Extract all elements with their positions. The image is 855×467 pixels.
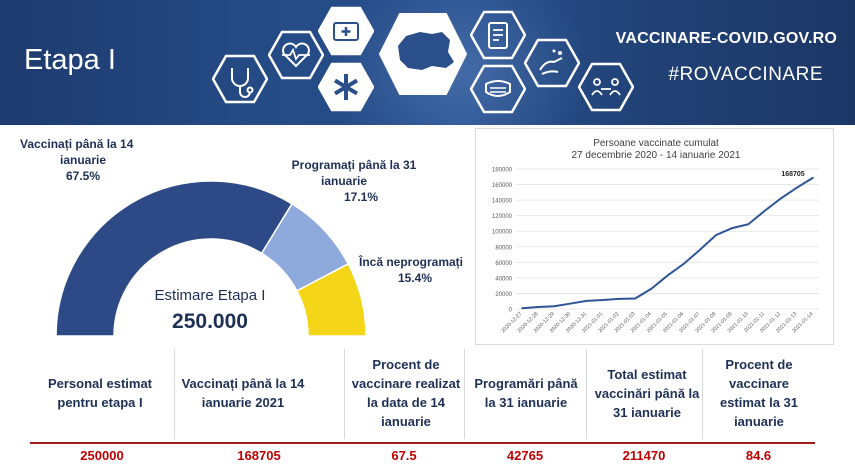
table-header-cell: Procent de vaccinare estimat la 31 ianua… [719, 357, 799, 429]
data-point [779, 197, 782, 200]
table-header-cell: Personal estimat pentru etapa I [47, 376, 153, 410]
table-header-cell: Vaccinați până la 14 ianuarie 2021 [181, 376, 305, 410]
face-mask-icon [470, 64, 526, 114]
data-point [634, 297, 636, 300]
y-tick-label: 100000 [492, 230, 513, 236]
y-tick-label: 120000 [492, 214, 513, 220]
table-header-cell: Total estimat vaccinări până la 31 ianua… [594, 366, 700, 420]
data-point [569, 302, 572, 305]
vaccinated-label-line2: ianuarie [60, 153, 107, 167]
gauge-slice-unscheduled [295, 262, 367, 337]
data-point [650, 287, 653, 290]
vaccinated-label-line1: Vaccinați până la 14 [20, 137, 134, 151]
gauge-label-vaccinated: Vaccinați până la 14 ianuarie 67.5% [20, 136, 160, 184]
table-value-cell: 67.5 [391, 447, 417, 463]
social-distance-icon [578, 62, 634, 112]
star-of-life-icon [318, 62, 374, 112]
column-divider [344, 349, 345, 439]
romania-map-icon [378, 13, 468, 95]
summary-table: Personal estimat pentru etapa I Vaccinaț… [30, 345, 815, 465]
header-banner: Etapa I VACCINARE-COVID.GOV.RO #ROVACCIN… [0, 0, 855, 125]
site-url-link[interactable]: VACCINARE-COVID.GOV.RO [615, 30, 837, 47]
clipboard-icon [470, 10, 526, 60]
hashtag-text: #ROVACCINARE [668, 64, 823, 85]
data-label: 168705 [781, 171, 804, 178]
table-header-cell: Programări până la 31 ianuarie [474, 376, 578, 410]
scheduled-percent: 17.1% [344, 190, 379, 204]
gauge-label-scheduled: Programați până la 31 ianuarie 17.1% [284, 157, 424, 205]
stage-title: Etapa I [24, 44, 116, 76]
data-point [715, 234, 717, 236]
y-tick-label: 60000 [495, 261, 512, 267]
data-point [682, 263, 685, 265]
medical-case-icon [318, 6, 374, 56]
y-tick-label: 0 [509, 308, 513, 314]
gauge-chart [0, 128, 470, 343]
gauge-center-value: 250.000 [172, 310, 248, 333]
table-header-cell: Procent de vaccinare realizat la data de… [351, 357, 461, 429]
table-value-cell: 211470 [622, 447, 666, 463]
column-divider [464, 349, 465, 439]
y-tick-label: 40000 [495, 276, 512, 282]
table-value-cell: 42765 [506, 447, 544, 463]
data-point [602, 299, 604, 301]
data-point [812, 176, 814, 179]
y-tick-label: 80000 [495, 245, 512, 251]
hand-washing-icon [524, 38, 580, 88]
gauge-svg [55, 180, 367, 337]
stethoscope-icon [212, 54, 268, 104]
gauge-center-label: Estimare Etapa I [154, 287, 266, 304]
vaccinated-percent: 67.5% [66, 169, 101, 183]
y-tick-label: 140000 [492, 199, 513, 205]
data-point [731, 227, 733, 229]
table-value-cell: 84.6 [745, 447, 772, 463]
heart-monitor-icon [268, 30, 324, 80]
table-value-cell: 250000 [80, 447, 124, 463]
line-chart-title: Persoane vaccinate cumulat [593, 138, 719, 149]
scheduled-label-line2: ianuarie [321, 174, 368, 188]
unscheduled-label-line1: Încă neprogramați [358, 255, 464, 269]
data-point [666, 274, 669, 277]
scheduled-label-line1: Programați până la 31 [291, 158, 417, 172]
gauge-slice-vaccinated [55, 180, 294, 337]
data-point [521, 307, 523, 310]
y-tick-label: 180000 [492, 168, 513, 174]
data-point [537, 306, 539, 308]
series-line [521, 176, 814, 310]
table-value-cell: 168705 [237, 447, 281, 463]
column-divider [174, 349, 175, 439]
column-divider [586, 349, 587, 439]
data-point [699, 249, 701, 251]
line-chart-subtitle: 27 decembrie 2020 - 14 ianuarie 2021 [571, 150, 740, 161]
data-point [796, 186, 798, 189]
data-point [618, 298, 620, 300]
gauge-label-unscheduled: Încă neprogramați 15.4% [352, 254, 470, 286]
line-chart-card: Persoane vaccinate cumulat 27 decembrie 2… [475, 128, 834, 345]
data-point [553, 305, 556, 308]
data-point [763, 210, 766, 212]
unscheduled-percent: 15.4% [398, 271, 433, 285]
y-tick-label: 20000 [495, 292, 512, 298]
data-point [747, 223, 750, 226]
table-rule [30, 442, 815, 444]
data-point [585, 300, 588, 302]
y-tick-label: 160000 [492, 183, 513, 189]
column-divider [702, 349, 703, 439]
